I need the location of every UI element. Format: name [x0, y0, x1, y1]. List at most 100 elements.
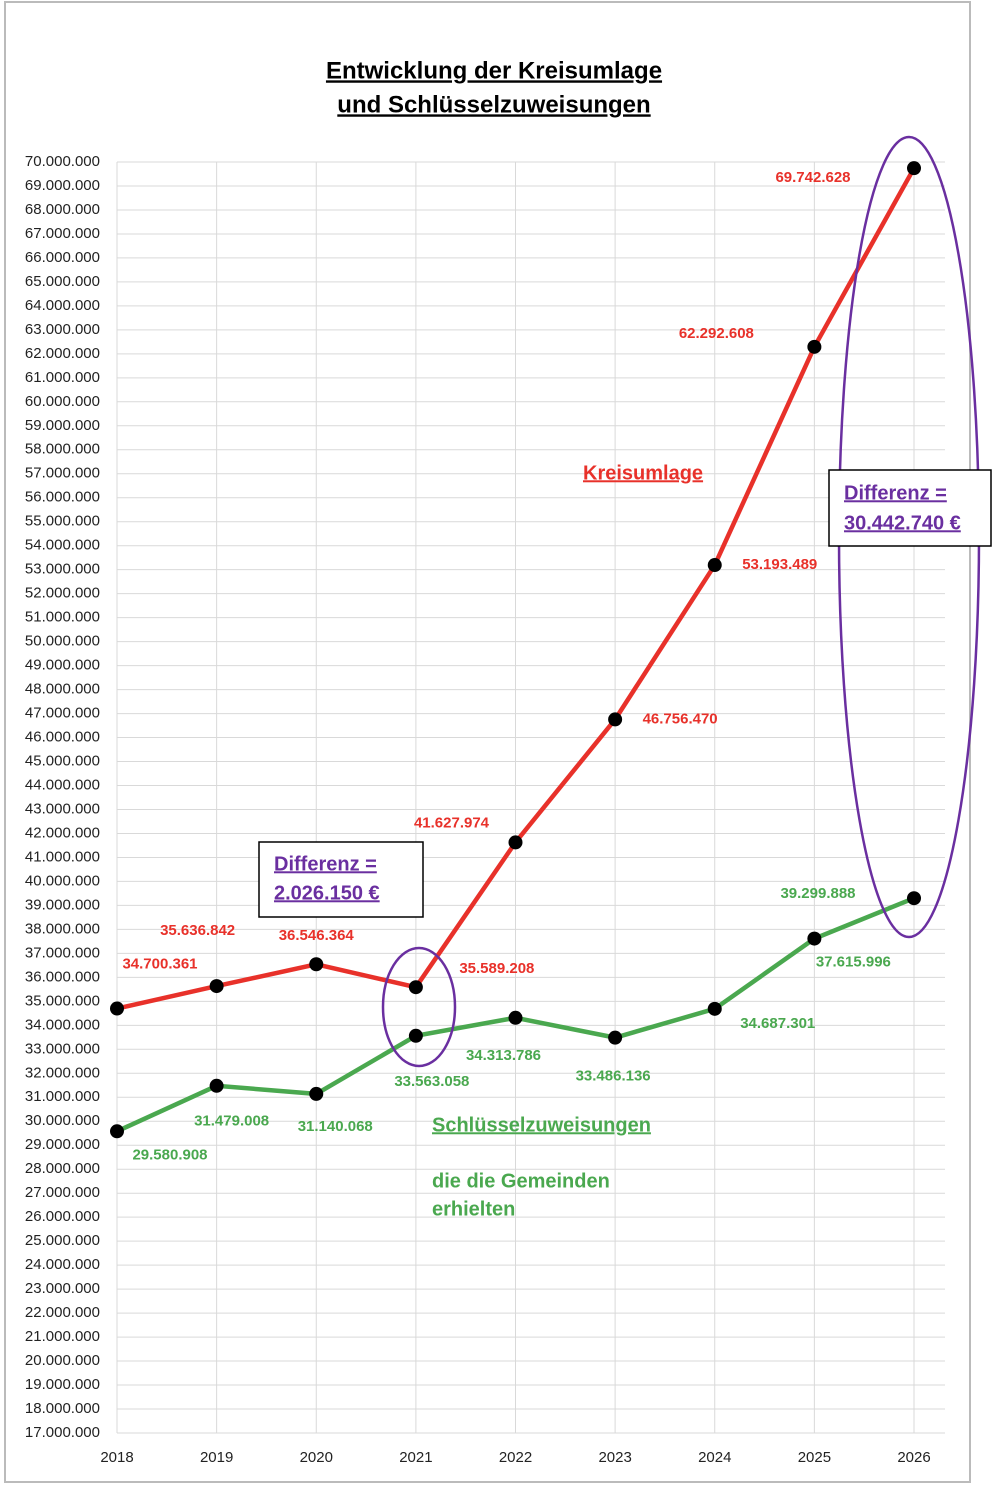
y-tick-label: 47.000.000: [25, 705, 100, 722]
y-tick-label: 31.000.000: [25, 1088, 100, 1105]
grid: 17.000.000 18.000.000 19.000.000 20.000.000…: [25, 153, 945, 1466]
data-label: 62.292.608: [679, 325, 754, 342]
y-tick-label: 32.000.000: [25, 1064, 100, 1081]
y-tick-label: 42.000.000: [25, 824, 100, 841]
y-tick-label: 58.000.000: [25, 441, 100, 458]
y-tick-label: 29.000.000: [25, 1136, 100, 1153]
y-tick-label: 56.000.000: [25, 489, 100, 506]
data-label: 34.313.786: [466, 1047, 541, 1064]
y-tick-label: 44.000.000: [25, 776, 100, 793]
x-tick-label: 2020: [300, 1449, 333, 1466]
frame: [4, 1, 971, 1483]
y-tick-label: 53.000.000: [25, 561, 100, 578]
data-point: [707, 1001, 722, 1016]
y-tick-label: 64.000.000: [25, 297, 100, 314]
y-tick-label: 68.000.000: [25, 201, 100, 218]
data-point: [707, 558, 722, 573]
y-tick-label: 34.000.000: [25, 1016, 100, 1033]
y-tick-label: 55.000.000: [25, 513, 100, 530]
data-label: 33.486.136: [576, 1068, 651, 1085]
data-point: [110, 1124, 124, 1139]
x-tick-label: 2023: [598, 1449, 631, 1466]
data-label: 31.140.068: [298, 1118, 373, 1135]
y-tick-label: 49.000.000: [25, 657, 100, 674]
annotation-box: [828, 469, 992, 547]
y-tick-label: 38.000.000: [25, 920, 100, 937]
y-tick-label: 54.000.000: [25, 537, 100, 554]
data-label: 33.563.058: [394, 1073, 469, 1090]
y-tick-label: 21.000.000: [25, 1328, 100, 1345]
y-tick-label: 63.000.000: [25, 321, 100, 338]
annotation: Differenz =: [274, 853, 377, 875]
y-tick-label: 62.000.000: [25, 345, 100, 362]
y-tick-label: 69.000.000: [25, 177, 100, 194]
y-tick-label: 26.000.000: [25, 1208, 100, 1225]
x-tick-label: 2019: [200, 1449, 233, 1466]
x-tick-label: 2026: [897, 1449, 930, 1466]
chart-title: Entwicklung der Kreisumlage: [326, 57, 662, 84]
y-tick-label: 67.000.000: [25, 225, 100, 242]
x-tick-label: 2024: [698, 1449, 731, 1466]
y-tick-label: 70.000.000: [25, 153, 100, 170]
y-tick-label: 22.000.000: [25, 1304, 100, 1321]
y-tick-label: 27.000.000: [25, 1184, 100, 1201]
y-tick-label: 39.000.000: [25, 896, 100, 913]
y-tick-label: 43.000.000: [25, 800, 100, 817]
y-tick-label: 36.000.000: [25, 968, 100, 985]
data-point: [408, 1028, 423, 1043]
annotation-box: [258, 841, 424, 918]
series-label: Kreisumlage: [583, 462, 703, 484]
data-label: 41.627.974: [414, 814, 490, 831]
y-tick-label: 60.000.000: [25, 393, 100, 410]
data-point: [209, 1078, 224, 1093]
y-tick-label: 19.000.000: [25, 1376, 100, 1393]
y-tick-label: 37.000.000: [25, 944, 100, 961]
highlight-ellipse: [381, 946, 457, 1068]
x-tick-label: 2021: [399, 1449, 432, 1466]
y-tick-label: 30.000.000: [25, 1112, 100, 1129]
y-tick-label: 20.000.000: [25, 1352, 100, 1369]
x-tick-label: 2018: [100, 1449, 133, 1466]
y-tick-label: 17.000.000: [25, 1424, 100, 1441]
y-tick-label: 40.000.000: [25, 872, 100, 889]
data-label: 31.479.008: [194, 1113, 269, 1130]
y-tick-label: 23.000.000: [25, 1280, 100, 1297]
y-tick-label: 50.000.000: [25, 633, 100, 650]
data-point: [608, 712, 623, 727]
data-label: 69.742.628: [775, 169, 850, 186]
data-point: [807, 339, 822, 354]
series-label: Schlüsselzuweisungen: [432, 1114, 651, 1136]
data-point: [309, 1086, 324, 1101]
data-label: 35.589.208: [459, 960, 534, 977]
annotation: die die Gemeinden: [432, 1170, 610, 1192]
data-point: [508, 1010, 523, 1025]
annotation: erhielten: [432, 1198, 515, 1220]
data-point: [209, 979, 224, 994]
chart-title: und Schlüsselzuweisungen: [337, 91, 650, 118]
y-tick-label: 65.000.000: [25, 273, 100, 290]
data-point: [608, 1030, 623, 1045]
y-tick-label: 35.000.000: [25, 992, 100, 1009]
data-label: 46.756.470: [643, 710, 718, 727]
y-tick-label: 45.000.000: [25, 752, 100, 769]
y-tick-label: 24.000.000: [25, 1256, 100, 1273]
data-label: 34.687.301: [740, 1015, 815, 1032]
annotation: 30.442.740 €: [844, 512, 961, 534]
y-tick-label: 28.000.000: [25, 1160, 100, 1177]
y-tick-label: 51.000.000: [25, 609, 100, 626]
data-point: [907, 891, 921, 906]
data-label: 36.546.364: [279, 927, 355, 944]
y-tick-label: 18.000.000: [25, 1400, 100, 1417]
y-tick-label: 46.000.000: [25, 729, 100, 746]
annotation: Differenz =: [844, 482, 947, 504]
data-point: [408, 980, 423, 995]
plot: 34.700.361 35.636.842 36.546.364 35.589.208…: [110, 161, 921, 1163]
y-tick-label: 33.000.000: [25, 1040, 100, 1057]
x-tick-label: 2022: [499, 1449, 532, 1466]
y-tick-label: 41.000.000: [25, 848, 100, 865]
y-tick-label: 61.000.000: [25, 369, 100, 386]
data-point: [907, 161, 921, 176]
data-label: 37.615.996: [816, 954, 891, 971]
data-point: [807, 931, 822, 946]
